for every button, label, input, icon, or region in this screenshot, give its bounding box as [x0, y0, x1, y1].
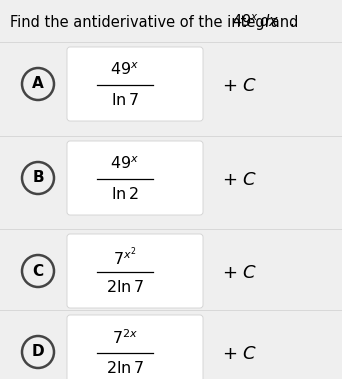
Text: $2 \ln 7$: $2 \ln 7$ [106, 279, 144, 295]
FancyBboxPatch shape [67, 141, 203, 215]
Text: C: C [32, 263, 43, 279]
Text: $7^{x^2}$: $7^{x^2}$ [113, 246, 136, 268]
Text: D: D [32, 345, 44, 360]
Circle shape [22, 162, 54, 194]
Text: $49^x\, dx$: $49^x\, dx$ [232, 14, 280, 30]
Text: A: A [32, 77, 44, 91]
FancyBboxPatch shape [67, 315, 203, 379]
Circle shape [22, 68, 54, 100]
FancyBboxPatch shape [67, 234, 203, 308]
Circle shape [22, 255, 54, 287]
Text: $49^x$: $49^x$ [110, 62, 139, 78]
Text: Find the antiderivative of the integrand: Find the antiderivative of the integrand [10, 14, 303, 30]
Text: $+ \ C$: $+ \ C$ [222, 345, 258, 363]
Text: $\ln 7$: $\ln 7$ [110, 92, 139, 108]
Circle shape [22, 336, 54, 368]
Text: $+ \ C$: $+ \ C$ [222, 171, 258, 189]
Text: $\ln 2$: $\ln 2$ [111, 186, 139, 202]
FancyBboxPatch shape [67, 47, 203, 121]
Text: $+ \ C$: $+ \ C$ [222, 77, 258, 95]
Text: $2 \ln 7$: $2 \ln 7$ [106, 360, 144, 376]
Text: B: B [32, 171, 44, 185]
Text: $49^x$: $49^x$ [110, 156, 139, 172]
Text: $7^{2x}$: $7^{2x}$ [111, 329, 138, 347]
Text: $+ \ C$: $+ \ C$ [222, 264, 258, 282]
Text: .: . [289, 14, 294, 30]
